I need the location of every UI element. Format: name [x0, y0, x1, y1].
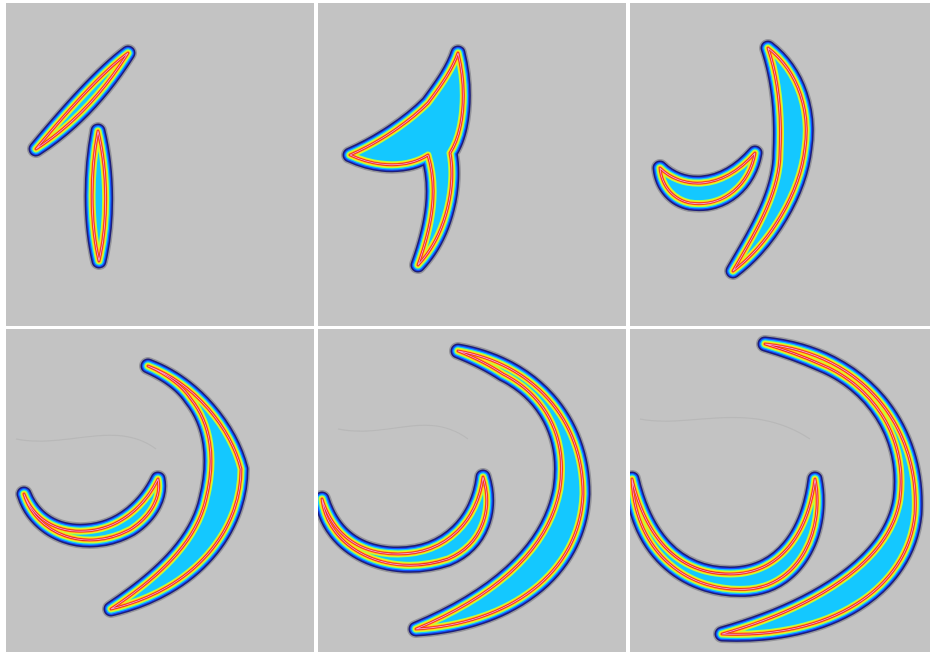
- inner-arc: [630, 470, 827, 599]
- panel-1-image: [6, 3, 314, 326]
- outer-arc: [407, 342, 592, 638]
- panel-2-image: [318, 3, 626, 326]
- panel-5: [318, 329, 626, 652]
- panel-6: [630, 329, 930, 652]
- outer-arc: [713, 335, 925, 644]
- panel-6-image: [630, 329, 930, 652]
- panel-3: [630, 3, 930, 326]
- inner-arc: [15, 470, 168, 550]
- panel-4-image: [6, 329, 314, 652]
- panel-3-image: [630, 3, 930, 326]
- diagonal-streak: [27, 44, 137, 158]
- merged-y-shape: [341, 44, 473, 274]
- short-curved-arc: [651, 144, 764, 213]
- panel-1: [6, 3, 314, 326]
- outer-arc: [102, 357, 250, 618]
- panel-5-image: [318, 329, 626, 652]
- long-curved-arc: [724, 39, 816, 280]
- panel-4: [6, 329, 314, 652]
- panel-2: [318, 3, 626, 326]
- vertical-streak: [83, 122, 115, 270]
- inner-arc: [318, 468, 496, 575]
